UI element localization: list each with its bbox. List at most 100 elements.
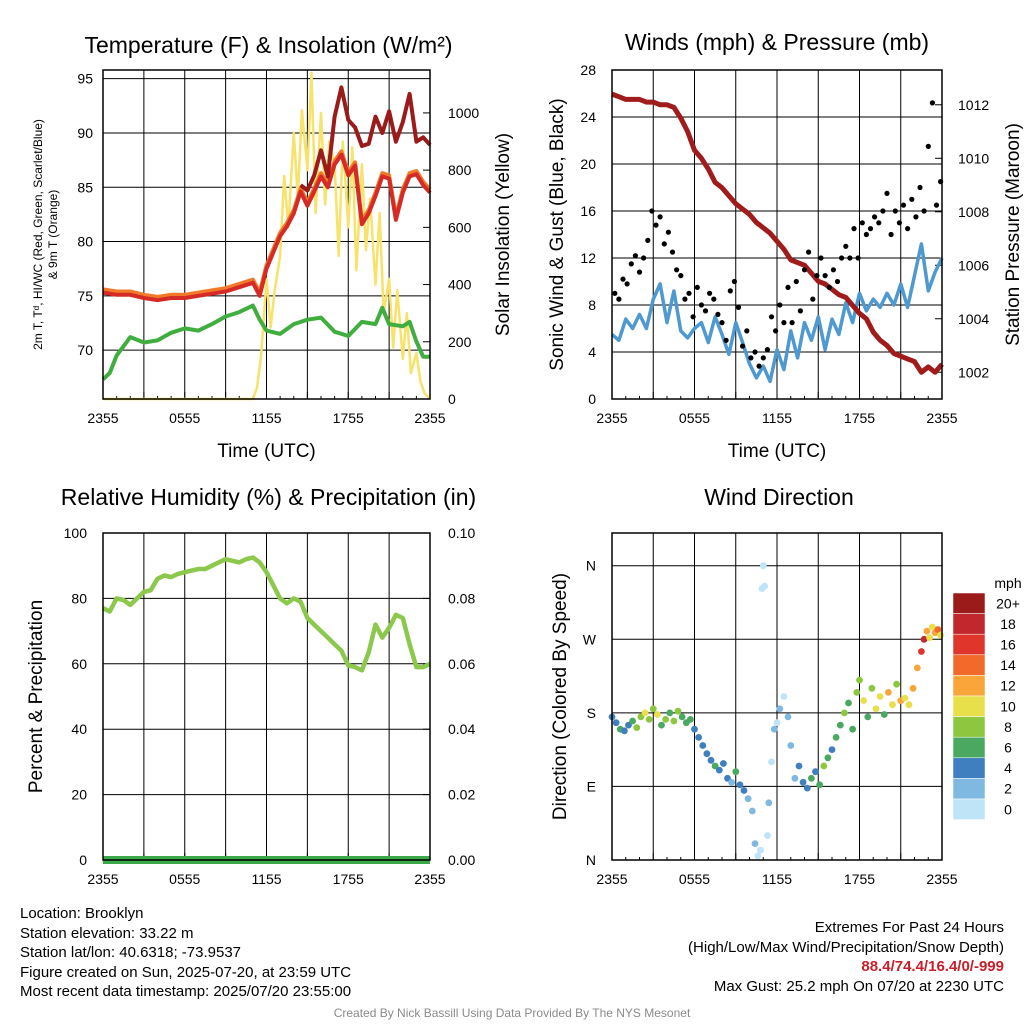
y-tick-label-right: 1010 (958, 150, 989, 166)
direction-point (765, 799, 773, 807)
direction-point (820, 762, 828, 770)
direction-point (707, 756, 715, 764)
direction-point (905, 701, 913, 709)
legend-swatch (952, 798, 986, 820)
x-tick-label: 0555 (169, 871, 200, 887)
gust-point (917, 184, 923, 191)
gust-point (744, 328, 750, 334)
station-info: Location: Brooklyn Station elevation: 33… (20, 904, 351, 1002)
y-tick-label-right: 800 (448, 162, 472, 178)
latlon-text: Station lat/lon: 40.6318; -73.9537 (20, 944, 242, 961)
gust-point (657, 214, 663, 220)
gust-point (773, 328, 779, 334)
direction-point (799, 778, 807, 786)
y-tick-label-right: 0.04 (448, 721, 475, 737)
direction-point (808, 774, 815, 782)
gust-point (909, 196, 915, 202)
direction-point (699, 742, 707, 749)
x-tick-label: 2355 (926, 871, 957, 887)
direction-point (740, 787, 748, 794)
wind-panel-title: Winds (mph) & Pressure (mb) (625, 29, 929, 55)
temp-panel-title: Temperature (F) & Insolation (W/m²) (84, 32, 452, 58)
extremes-title: Extremes For Past 24 Hours (814, 919, 1004, 936)
gust-point (847, 255, 853, 261)
direction-point (748, 807, 756, 815)
direction-point (787, 742, 795, 749)
gust-point (740, 343, 746, 349)
direction-point (678, 713, 686, 721)
legend-label: 12 (1000, 678, 1016, 694)
legend-label: 16 (1000, 637, 1016, 653)
wind-y-axis-label: Sonic Wind & Gust (Blue, Black) (547, 98, 568, 370)
y-tick-label-left: 85 (77, 179, 93, 195)
direction-point (795, 762, 803, 770)
y-tick-label-left: 8 (588, 297, 596, 313)
direction-point (929, 623, 936, 631)
direction-point (703, 750, 711, 758)
y-tick-label-left: 24 (580, 109, 596, 125)
gust-point (653, 222, 659, 228)
gust-point (756, 363, 762, 369)
direction-point (864, 713, 872, 721)
direction-point (670, 717, 678, 725)
x-tick-label: 1755 (333, 410, 364, 426)
gust-point (892, 208, 898, 214)
direction-point (658, 721, 665, 729)
gust-point (702, 308, 709, 314)
y-tick-label-right: 400 (448, 277, 472, 293)
gust-point (859, 220, 865, 226)
y-tick-label-left: 75 (77, 288, 93, 304)
gust-point (851, 226, 857, 232)
x-tick-label: 2355 (414, 410, 445, 426)
plot-frame (611, 532, 943, 861)
x-tick-label: 2355 (87, 410, 118, 426)
gust-point (818, 255, 824, 261)
direction-point (687, 716, 694, 723)
plot-frame (102, 532, 431, 861)
legend-swatch (952, 736, 986, 759)
y-tick-label-left: 40 (71, 721, 87, 737)
y-tick-label-right: 0.06 (448, 656, 475, 672)
series-dewpoint (101, 303, 430, 381)
y-tick-label-right: 1006 (958, 257, 989, 273)
direction-point (666, 709, 674, 717)
gust-point (711, 296, 717, 302)
direction-point (872, 705, 880, 713)
y-tick-label-left: 60 (71, 656, 87, 672)
direction-point (695, 734, 702, 741)
y-tick-label-right: 0 (448, 391, 456, 407)
rh-y-axis-label: Percent & Precipitation (26, 600, 47, 793)
direction-point (913, 664, 921, 672)
y-tick-label-direction: N (586, 852, 596, 868)
direction-point (880, 711, 888, 718)
gust-point (822, 273, 828, 279)
y-tick-label-left: 12 (580, 250, 596, 266)
direction-point (816, 781, 823, 789)
gust-point (649, 208, 655, 214)
gust-point (645, 237, 651, 243)
direction-point (901, 694, 909, 702)
direction-point (621, 727, 628, 735)
gust-point (661, 241, 667, 247)
gust-point (810, 296, 816, 302)
gust-point (826, 284, 832, 290)
gust-point (830, 267, 837, 273)
series-pressure (611, 91, 944, 375)
gust-point (682, 296, 688, 302)
y-tick-label-right: 0.02 (448, 787, 475, 803)
direction-point (711, 762, 719, 770)
legend-label: 0 (1004, 801, 1012, 817)
direction-point (836, 721, 844, 729)
gust-point (933, 202, 940, 208)
legend-label: 4 (1004, 760, 1012, 776)
direction-point (654, 711, 661, 718)
y-tick-label-direction: N (586, 558, 596, 574)
x-tick-label: 2355 (596, 410, 627, 426)
direction-point (645, 716, 653, 723)
direction-point (649, 705, 657, 713)
gust-point (624, 281, 630, 287)
direction-point (674, 707, 682, 715)
gust-point (797, 308, 804, 314)
direction-point (868, 684, 876, 692)
temp-x-axis-label: Time (UTC) (217, 441, 316, 462)
